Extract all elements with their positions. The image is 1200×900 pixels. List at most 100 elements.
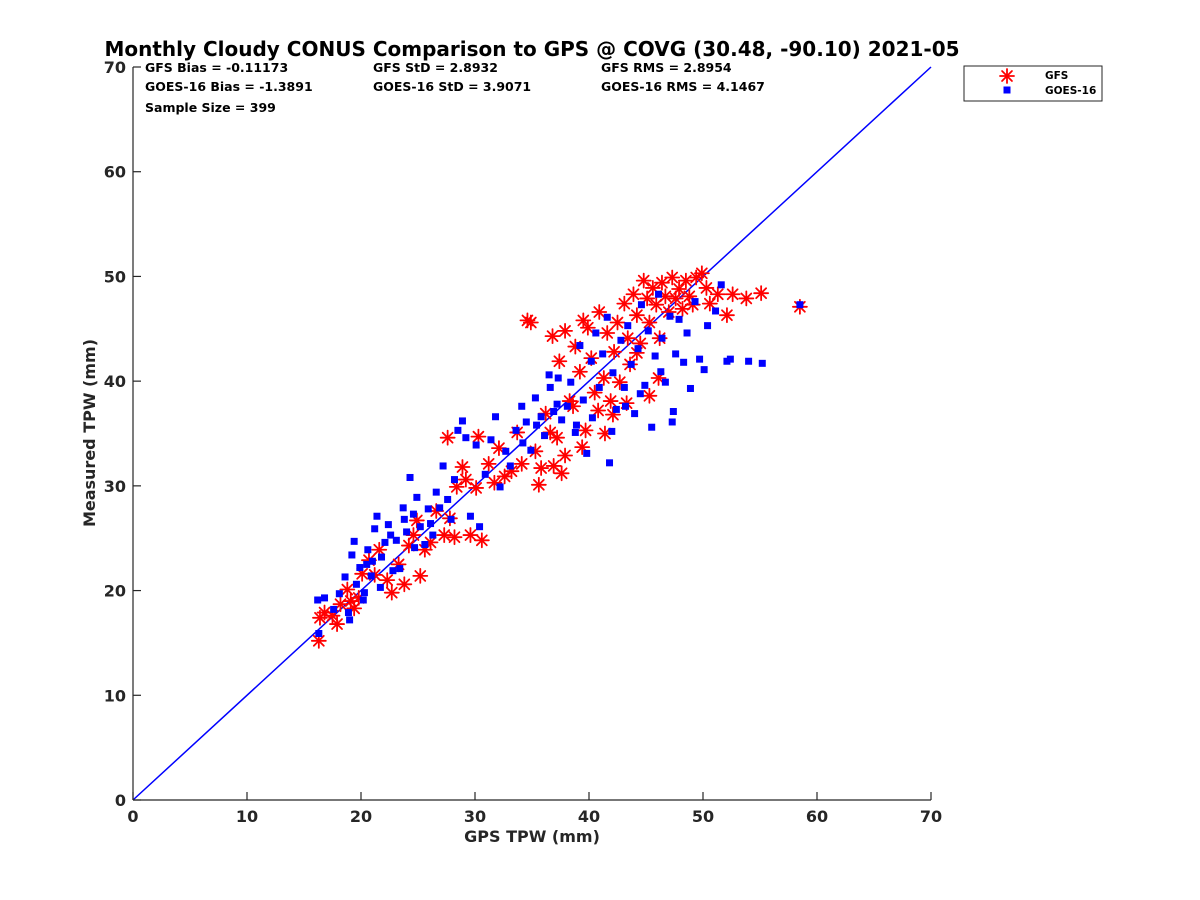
gfs-point [709, 286, 726, 303]
gfs-point [544, 328, 561, 345]
gfs-point [551, 353, 568, 370]
goes-16-point [666, 312, 674, 320]
goes-16-point [612, 405, 620, 413]
legend-gfs-label: GFS [1045, 70, 1068, 82]
goes-16-point [583, 449, 591, 457]
goes-16-point [406, 473, 414, 481]
goes-16-point [550, 408, 558, 416]
goes-16-point [620, 383, 628, 391]
x-tick-label: 70 [920, 807, 942, 826]
goes-16-point [487, 436, 495, 444]
legend: GFS GOES-16 [963, 65, 1103, 102]
goes-16-point [359, 596, 367, 604]
gfs-point [753, 285, 770, 302]
goes-16-point [553, 400, 561, 408]
goes-16-point [387, 531, 395, 539]
chart-title: Monthly Cloudy CONUS Comparison to GPS @… [104, 37, 959, 61]
goes-16-point [444, 495, 452, 503]
y-tick-label: 10 [104, 686, 126, 705]
goes-rms-text: GOES-16 RMS = 4.1467 [601, 79, 765, 94]
goes-16-point [454, 426, 462, 434]
goes-16-point [537, 413, 545, 421]
goes-16-point [466, 512, 474, 520]
gfs-std-text: GFS StD = 2.8932 [373, 60, 498, 75]
y-tick-label: 40 [104, 372, 126, 391]
gfs-rms-text: GFS RMS = 2.8954 [601, 60, 732, 75]
goes-16-point [396, 565, 404, 573]
goes-16-point [637, 301, 645, 309]
goes-16-point [527, 446, 535, 454]
goes-16-point [472, 441, 480, 449]
goes-16-point [403, 528, 411, 536]
x-tick-label: 10 [236, 807, 258, 826]
goes-16-point [367, 572, 375, 580]
goes-16-point [344, 609, 352, 617]
goes-16-point [648, 423, 656, 431]
goes-16-point [519, 439, 527, 447]
goes-16-point [658, 334, 666, 342]
goes-16-point [603, 313, 611, 321]
gfs-point [648, 296, 665, 313]
goes-16-point [571, 428, 579, 436]
goes-16-point [641, 381, 649, 389]
goes-16-point [657, 368, 665, 376]
gfs-point [579, 319, 596, 336]
sample-size-text: Sample Size = 399 [145, 100, 276, 115]
goes-16-point [651, 352, 659, 360]
gfs-point [701, 295, 718, 312]
goes-16-point [726, 355, 734, 363]
gfs-point [609, 314, 626, 331]
goes-16-point [384, 521, 392, 529]
goes-16-point [360, 589, 368, 597]
gfs-point [379, 572, 396, 588]
goes-16-point [506, 462, 514, 470]
goes-16-point [567, 378, 575, 386]
goes-16-point [409, 510, 417, 518]
goes-16-point [496, 483, 504, 491]
y-tick-label: 0 [115, 791, 126, 810]
x-axis-ticks: 0 10 20 30 40 50 60 70 [127, 792, 942, 826]
gfs-point [664, 269, 681, 286]
gfs-point [654, 274, 670, 291]
y-axis-label: Measured TPW (mm) [80, 339, 99, 527]
goes-16-point [348, 551, 356, 559]
gfs-point [557, 322, 573, 339]
goes-16-point [363, 560, 371, 568]
goes-16-point [533, 421, 541, 429]
goes-16-point [579, 396, 587, 404]
gfs-point [616, 295, 633, 312]
goes-16-point [373, 512, 381, 520]
goes-16-point [627, 360, 635, 368]
goes-16-point [371, 525, 379, 533]
gfs-point [553, 465, 570, 482]
goes-16-point [481, 470, 489, 478]
y-tick-label: 70 [104, 58, 126, 77]
goes-16-point [691, 298, 699, 306]
gfs-point [329, 616, 345, 632]
goes-16-point [683, 329, 691, 337]
goes-16-point [680, 358, 688, 366]
gfs-point [575, 312, 592, 329]
gfs-point [470, 428, 487, 445]
goes-16-point [672, 350, 680, 358]
gfs-point [641, 314, 658, 331]
goes-16-point [675, 315, 683, 323]
y-tick-label: 50 [104, 267, 126, 286]
goes-16-point [617, 336, 625, 344]
goes-16-point [758, 359, 766, 367]
goes-16-point [346, 616, 354, 624]
goes-16-point [432, 488, 440, 496]
goes-16-point [608, 427, 616, 435]
gfs-point [530, 476, 547, 493]
goes-16-point [392, 536, 400, 544]
goes-16-point [364, 546, 372, 554]
gfs-point [625, 286, 642, 303]
x-tick-label: 60 [806, 807, 828, 826]
gfs-point [595, 370, 612, 386]
gfs-bias-text: GFS Bias = -0.11173 [145, 60, 288, 75]
goes-16-point [621, 402, 629, 410]
x-axis-label: GPS TPW (mm) [464, 827, 600, 846]
gfs-point [571, 363, 588, 380]
goes-16-point [427, 520, 435, 528]
gfs-point [454, 459, 471, 475]
